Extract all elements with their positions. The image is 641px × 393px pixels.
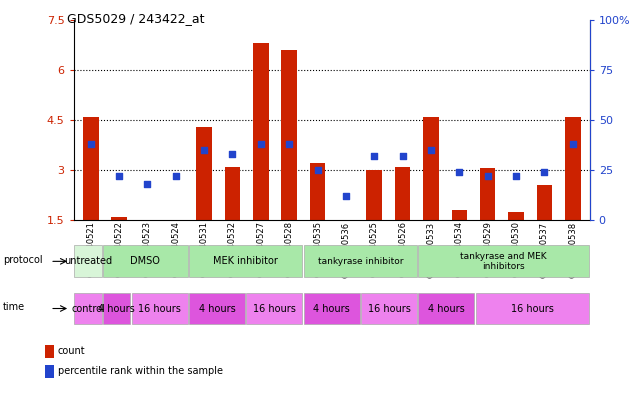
Text: count: count	[58, 346, 85, 356]
Bar	[246, 292, 303, 325]
Point	[369, 153, 379, 159]
Bar	[304, 245, 417, 277]
Point	[284, 141, 294, 147]
Point	[454, 169, 465, 175]
Text: tankyrase and MEK
inhibitors: tankyrase and MEK inhibitors	[460, 252, 547, 271]
Bar	[45, 365, 54, 378]
Bar	[537, 185, 552, 220]
Bar	[451, 210, 467, 220]
Text: 16 hours: 16 hours	[511, 303, 554, 314]
Text: DMSO: DMSO	[131, 256, 160, 266]
Point	[341, 193, 351, 199]
Bar	[304, 292, 360, 325]
Text: protocol: protocol	[3, 255, 43, 264]
Bar	[480, 168, 495, 220]
Bar	[508, 212, 524, 220]
Point	[312, 167, 322, 173]
Text: percentile rank within the sample: percentile rank within the sample	[58, 366, 222, 376]
Bar	[131, 292, 188, 325]
Text: GDS5029 / 243422_at: GDS5029 / 243422_at	[67, 12, 205, 25]
Point	[256, 141, 266, 147]
Bar	[189, 292, 245, 325]
Text: 4 hours: 4 hours	[199, 303, 235, 314]
Point	[539, 169, 549, 175]
Point	[511, 173, 521, 179]
Bar	[83, 117, 99, 220]
Point	[199, 147, 209, 153]
Point	[426, 147, 436, 153]
Bar	[367, 170, 382, 220]
Point	[114, 173, 124, 179]
Point	[397, 153, 408, 159]
Point	[171, 173, 181, 179]
Text: 4 hours: 4 hours	[98, 303, 135, 314]
Bar	[476, 292, 589, 325]
Bar	[423, 117, 438, 220]
Bar	[45, 345, 54, 358]
Bar	[189, 245, 303, 277]
Bar	[281, 50, 297, 220]
Bar	[112, 217, 127, 220]
Point	[142, 181, 153, 187]
Bar	[395, 167, 410, 220]
Text: tankyrase inhibitor: tankyrase inhibitor	[318, 257, 403, 266]
Bar	[253, 43, 269, 220]
Bar	[103, 245, 188, 277]
Text: MEK inhibitor: MEK inhibitor	[213, 256, 278, 266]
Bar	[74, 245, 102, 277]
Bar	[419, 245, 589, 277]
Bar	[565, 117, 581, 220]
Text: 4 hours: 4 hours	[313, 303, 350, 314]
Point	[483, 173, 493, 179]
Point	[228, 151, 238, 157]
Bar	[225, 167, 240, 220]
Text: 16 hours: 16 hours	[138, 303, 181, 314]
Bar	[103, 292, 131, 325]
Bar	[310, 163, 326, 220]
Text: 16 hours: 16 hours	[368, 303, 410, 314]
Text: 4 hours: 4 hours	[428, 303, 465, 314]
Bar	[419, 292, 474, 325]
Bar	[361, 292, 417, 325]
Text: time: time	[3, 302, 26, 312]
Bar	[74, 292, 102, 325]
Point	[567, 141, 578, 147]
Text: 16 hours: 16 hours	[253, 303, 296, 314]
Text: untreated: untreated	[64, 256, 112, 266]
Point	[86, 141, 96, 147]
Bar	[196, 127, 212, 220]
Text: control: control	[71, 303, 105, 314]
